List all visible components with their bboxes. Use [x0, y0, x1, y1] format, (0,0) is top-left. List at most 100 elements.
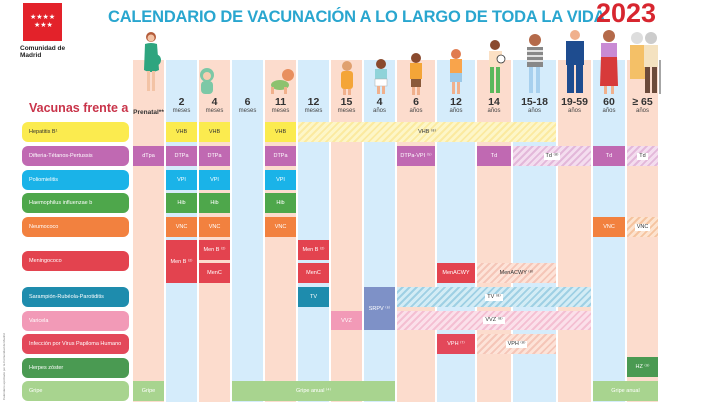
- column-number: 11: [274, 96, 287, 108]
- column-header-15m: 15 meses: [331, 97, 362, 115]
- column-unit: años: [567, 108, 581, 114]
- dose-hib-11m: Hib: [265, 193, 296, 213]
- column-unit: años: [449, 108, 463, 114]
- vaccine-label-hib: Haemophilus influenzae b: [22, 193, 129, 213]
- dose-vvz-15m: VVZ: [331, 311, 362, 330]
- column-19-59a: [558, 60, 591, 402]
- column-unit: meses: [238, 108, 257, 114]
- column-number: 4: [376, 96, 383, 108]
- column-number: Prenatal**: [133, 109, 164, 116]
- column-header-prenatal: Prenatal**: [133, 101, 164, 119]
- side-note: Calendario aprobado por la Comunidad de …: [2, 333, 6, 400]
- column-unit: años: [602, 108, 616, 114]
- vaccine-label-neumococo: Neumococo: [22, 217, 129, 237]
- adult-man-icon: [566, 30, 584, 93]
- dose-vnc-11m: VNC: [265, 217, 296, 237]
- column-number: 15: [340, 96, 353, 108]
- dose-vpi-4m: VPI: [199, 170, 230, 190]
- vaccine-label-vph: Infección por Virus Papiloma Humano: [22, 334, 129, 354]
- dose-vnc-4m: VNC: [199, 217, 230, 237]
- elderly-couple-icon: [630, 32, 661, 94]
- dose-menc-12m: MenC: [298, 263, 329, 283]
- dose-label: VNC: [634, 223, 651, 231]
- column-unit: años: [409, 108, 423, 114]
- page-title: CALENDARIO DE VACUNACIÓN A LO LARGO DE T…: [108, 8, 606, 26]
- dose-dtpa-prenatal: dTpa: [133, 146, 164, 166]
- column-6a: [397, 60, 435, 402]
- vaccine-label-gripe: Gripe: [22, 381, 129, 401]
- column-unit: meses: [271, 108, 290, 114]
- column-number: 6: [244, 96, 251, 108]
- dose-vpi-2m: VPI: [166, 170, 197, 190]
- vaccine-label-herpes-zoster: Herpes zóster: [22, 358, 129, 378]
- catchup-td: Td ⁽⁸⁾: [513, 146, 591, 166]
- dose-hib-4m: Hib: [199, 193, 230, 213]
- toddler-icon: [341, 61, 353, 95]
- column-6m: [232, 60, 263, 402]
- column-header-60a: 60 años: [593, 97, 625, 115]
- child-12-icon: [450, 49, 462, 94]
- dose-vnc-2m: VNC: [166, 217, 197, 237]
- dose-hepb-4m: VHB: [199, 122, 230, 142]
- baby-icon: [200, 68, 214, 94]
- org-name: Comunidad de Madrid: [20, 45, 66, 59]
- dose-gripe-annual-adults: Gripe anual: [593, 381, 658, 401]
- column-number: 6: [413, 96, 419, 108]
- year-label: 2023: [596, 0, 657, 28]
- dose-dtpa-11m: DTPa: [265, 146, 296, 166]
- column-number: 12: [450, 96, 462, 108]
- child-4-icon: [374, 59, 388, 94]
- column-unit: años: [372, 108, 386, 114]
- dose-menb-12m: Men B ⁽²⁾: [298, 240, 329, 260]
- column-number: 60: [603, 96, 615, 108]
- dose-hz-65a: HZ ⁽⁹⁾: [627, 357, 658, 377]
- column-number: 2: [178, 96, 185, 108]
- vaccine-label-hepatitis-b: Hepatitis B¹: [22, 122, 129, 142]
- column-unit: meses: [172, 108, 191, 114]
- column-unit: meses: [337, 108, 356, 114]
- dose-hepb-11m: VHB: [265, 122, 296, 142]
- column-15m: [331, 60, 362, 402]
- column-number: 4: [211, 96, 218, 108]
- column-header-65a: ≥ 65 años: [627, 97, 658, 115]
- dose-vph-12a: VPH ⁽⁷⁾: [437, 334, 475, 354]
- column-prenatal: [133, 60, 164, 402]
- column-header-12a: 12 años: [437, 97, 475, 115]
- column-header-12m: 12 meses: [298, 97, 329, 115]
- dose-dtpa-vpi-6a: DTPa-VPI ⁽⁵⁾: [397, 146, 435, 166]
- column-header-6a: 6 años: [397, 97, 435, 115]
- vaccines-heading: Vacunas frente a: [29, 101, 129, 115]
- catchup-label: MenACWY ⁽⁸⁾: [499, 269, 534, 276]
- catchup-vvz: VVZ ⁽⁸⁾: [397, 311, 591, 330]
- column-12m: [298, 60, 329, 402]
- child-6-icon: [410, 53, 422, 95]
- column-header-15-18a: 15-18 años: [513, 97, 556, 115]
- column-unit: meses: [205, 108, 224, 114]
- catchup-menacwy: MenACWY ⁽⁸⁾: [477, 263, 556, 283]
- comunidad-madrid-logo: ★★★★ ★★★: [23, 3, 62, 41]
- crawling-baby-icon: [271, 69, 294, 94]
- dose-tv-12m: TV: [298, 287, 329, 307]
- dose-vnc-60a: VNC: [593, 217, 625, 237]
- column-number: 14: [488, 96, 500, 108]
- dose-srpv-4a: SRPV ⁽⁶⁾: [364, 287, 395, 330]
- column-header-6m: 6 meses: [232, 97, 263, 115]
- catchup-label: TV ⁽⁸⁾: [485, 293, 503, 301]
- catchup-hepb: VHB ⁽⁸⁾: [298, 122, 556, 142]
- column-unit: meses: [304, 108, 323, 114]
- column-number: 15-18: [521, 96, 548, 108]
- star-icon: ★★★★: [30, 14, 56, 21]
- column-header-4m: 4 meses: [199, 97, 230, 115]
- column-header-4a: 4 años: [364, 97, 395, 115]
- pregnant-woman-icon: [144, 32, 161, 91]
- column-header-2m: 2 meses: [166, 97, 197, 115]
- catchup-tv: TV ⁽⁸⁾: [397, 287, 591, 307]
- column-header-14a: 14 años: [477, 97, 511, 115]
- column-header-19-59a: 19-59 años: [558, 97, 591, 115]
- dose-td-60a: Td: [593, 146, 625, 166]
- star-icon: ★★★: [34, 22, 53, 29]
- dose-vpi-11m: VPI: [265, 170, 296, 190]
- dose-td-65a: Td: [627, 146, 658, 166]
- dose-menb-4m: Men B ⁽²⁾: [199, 240, 230, 260]
- dose-label: Td: [637, 152, 648, 160]
